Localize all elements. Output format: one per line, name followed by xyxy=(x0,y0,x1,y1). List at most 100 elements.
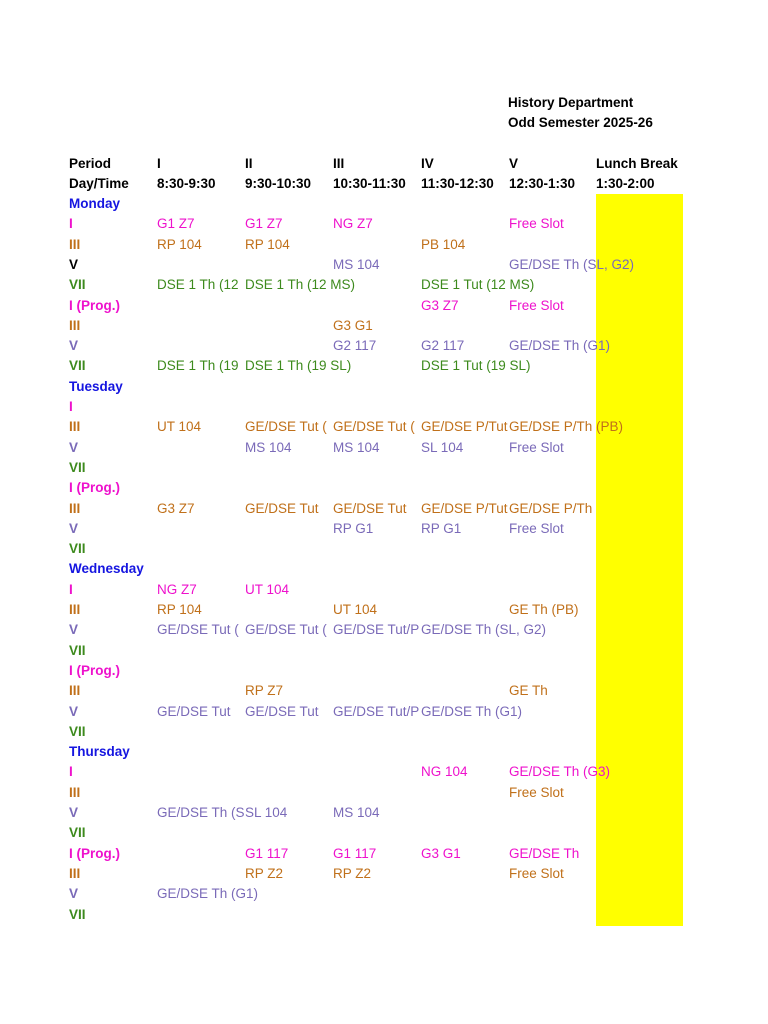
semester-label: I (Prog.) xyxy=(69,846,120,861)
semester-label: III xyxy=(69,683,81,698)
schedule-cell: NG 104 xyxy=(421,764,468,779)
schedule-cell: GE/DSE P/Tut xyxy=(421,419,508,434)
semester-label: VII xyxy=(69,460,86,475)
semester-label: V xyxy=(69,886,79,901)
schedule-cell: GE/DSE Tut xyxy=(157,704,231,719)
column-header-period-3: III xyxy=(333,156,345,171)
schedule-cell: UT 104 xyxy=(245,582,290,597)
schedule-cell: RP Z2 xyxy=(245,866,284,881)
schedule-cell: RP 104 xyxy=(245,237,290,252)
semester-label: III xyxy=(69,602,81,617)
schedule-cell: Free Slot xyxy=(509,298,564,313)
schedule-cell: G1 117 xyxy=(245,846,289,861)
day-label: Thursday xyxy=(69,744,130,759)
semester-label: VII xyxy=(69,358,86,373)
semester-label: I (Prog.) xyxy=(69,663,120,678)
semester-label: I (Prog.) xyxy=(69,480,120,495)
semester-label: I (Prog.) xyxy=(69,298,120,313)
schedule-cell: G3 G1 xyxy=(333,318,373,333)
schedule-cell: MS 104 xyxy=(333,257,380,272)
schedule-cell: GE/DSE Th (G1) xyxy=(157,886,259,901)
schedule-cell: UT 104 xyxy=(333,602,378,617)
schedule-cell: DSE 1 Th (19 SL) xyxy=(245,358,352,373)
semester-label: III xyxy=(69,318,81,333)
column-header-lunch: Lunch Break xyxy=(596,156,678,171)
daytime-header: Day/Time xyxy=(69,176,129,191)
column-header-period-1: I xyxy=(157,156,161,171)
semester-label: V xyxy=(69,704,79,719)
schedule-cell: G3 Z7 xyxy=(157,501,195,516)
schedule-cell: GE/DSE Th (S xyxy=(157,805,244,820)
schedule-cell: SL 104 xyxy=(421,440,464,455)
schedule-cell: RP Z7 xyxy=(245,683,284,698)
semester-label: I xyxy=(69,399,73,414)
semester-label: III xyxy=(69,419,81,434)
schedule-cell: RP G1 xyxy=(421,521,462,536)
schedule-cell: DSE 1 Tut (12 MS) xyxy=(421,277,535,292)
schedule-cell: GE/DSE Tut/P xyxy=(333,704,420,719)
schedule-cell: Free Slot xyxy=(509,866,564,881)
semester-label: I xyxy=(69,216,73,231)
schedule-cell: DSE 1 Tut (19 SL) xyxy=(421,358,531,373)
schedule-cell: G1 Z7 xyxy=(157,216,195,231)
semester-label: V xyxy=(69,805,79,820)
semester-label: V xyxy=(69,257,79,272)
schedule-cell: G1 117 xyxy=(333,846,377,861)
column-time-lunch: 1:30-2:00 xyxy=(596,176,655,191)
schedule-cell: GE/DSE Tut xyxy=(245,704,319,719)
schedule-cell: GE/DSE Tut/P xyxy=(333,622,420,637)
department-title: History Department xyxy=(508,95,634,110)
schedule-cell: RP G1 xyxy=(333,521,374,536)
schedule-cell: GE/DSE Th (G1) xyxy=(421,704,523,719)
column-time-period-5: 12:30-1:30 xyxy=(509,176,576,191)
schedule-cell: GE/DSE Th (SL, G2) xyxy=(509,257,635,272)
schedule-cell: G1 Z7 xyxy=(245,216,283,231)
schedule-cell: G2 117 xyxy=(421,338,465,353)
column-header-period-5: V xyxy=(509,156,519,171)
day-label: Wednesday xyxy=(69,561,144,576)
semester-label: V xyxy=(69,440,79,455)
schedule-cell: GE/DSE Th (G3) xyxy=(509,764,611,779)
schedule-cell: DSE 1 Th (12 MS) xyxy=(245,277,356,292)
semester-label: I xyxy=(69,764,73,779)
semester-label: V xyxy=(69,622,79,637)
schedule-cell: DSE 1 Th (12 xyxy=(157,277,239,292)
semester-label: VII xyxy=(69,541,86,556)
schedule-cell: GE/DSE Tut ( xyxy=(245,622,327,637)
day-label: Monday xyxy=(69,196,121,211)
semester-label: III xyxy=(69,785,81,800)
semester-label: I xyxy=(69,582,73,597)
schedule-cell: MS 104 xyxy=(333,440,380,455)
semester-label: V xyxy=(69,338,79,353)
semester-label: III xyxy=(69,237,81,252)
schedule-cell: MS 104 xyxy=(333,805,380,820)
schedule-cell: GE/DSE Tut xyxy=(245,501,319,516)
schedule-cell: GE/DSE Tut ( xyxy=(245,419,327,434)
schedule-cell: G3 Z7 xyxy=(421,298,459,313)
schedule-cell: MS 104 xyxy=(245,440,292,455)
schedule-cell: Free Slot xyxy=(509,785,564,800)
column-header-period-2: II xyxy=(245,156,253,171)
semester-label: VII xyxy=(69,724,86,739)
schedule-cell: NG Z7 xyxy=(157,582,197,597)
schedule-cell: GE/DSE Th (G1) xyxy=(509,338,611,353)
lunch-break-column-highlight xyxy=(596,194,683,926)
schedule-cell: G2 117 xyxy=(333,338,377,353)
schedule-cell: UT 104 xyxy=(157,419,202,434)
schedule-cell: Free Slot xyxy=(509,440,564,455)
period-header: Period xyxy=(69,156,112,171)
schedule-cell: NG Z7 xyxy=(333,216,373,231)
column-time-period-4: 11:30-12:30 xyxy=(421,176,494,191)
schedule-cell: DSE 1 Th (19 xyxy=(157,358,239,373)
schedule-cell: GE/DSE P/Th (PB) xyxy=(509,419,624,434)
day-label: Tuesday xyxy=(69,379,123,394)
semester-title: Odd Semester 2025-26 xyxy=(508,115,653,130)
semester-label: VII xyxy=(69,643,86,658)
schedule-cell: G3 G1 xyxy=(421,846,461,861)
schedule-cell: GE/DSE P/Tut xyxy=(421,501,508,516)
schedule-cell: Free Slot xyxy=(509,216,564,231)
schedule-cell: GE/DSE Tut ( xyxy=(157,622,239,637)
schedule-cell: GE Th (PB) xyxy=(509,602,579,617)
schedule-cell: GE/DSE Th xyxy=(509,846,580,861)
